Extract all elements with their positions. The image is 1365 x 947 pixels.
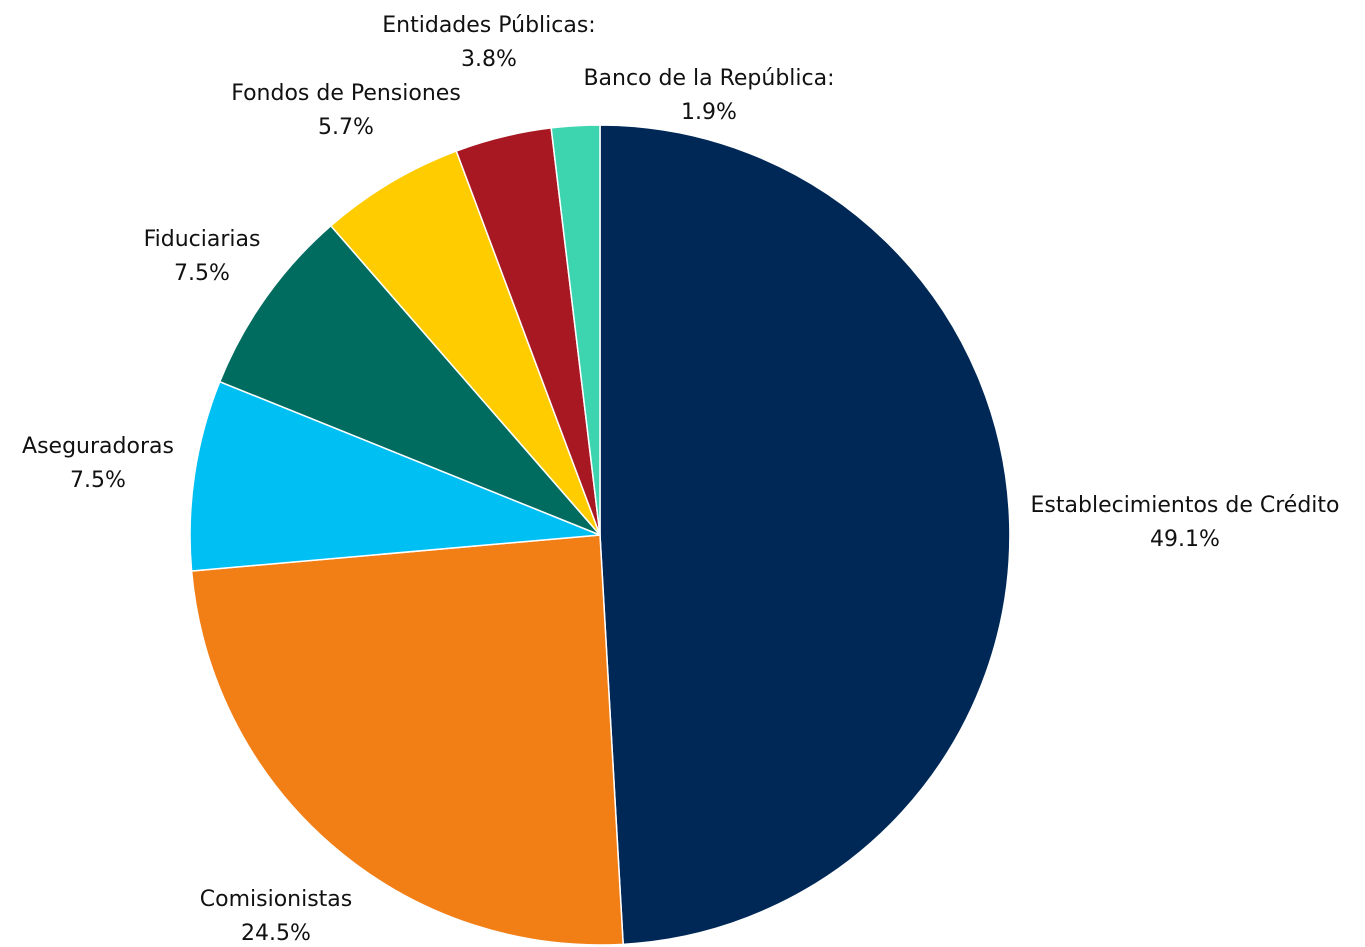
slice-label-establecimientos-de-credito: Establecimientos de Crédito 49.1%	[1031, 493, 1340, 552]
slice-label-value: 7.5%	[174, 261, 230, 286]
slice-label-name: Fondos de Pensiones	[231, 81, 461, 106]
pie-slice-fiduciarias	[218, 224, 601, 536]
slice-label-value: 7.5%	[70, 468, 126, 493]
pie-slices	[189, 124, 1011, 946]
slice-label-value: 3.8%	[461, 47, 517, 72]
slice-label-name: Comisionistas	[200, 887, 353, 912]
slice-label-fiduciarias: Fiduciarias 7.5%	[144, 227, 261, 286]
slice-label-name: Aseguradoras	[22, 434, 174, 459]
slice-label-value: 24.5%	[241, 921, 311, 946]
slice-label-name: Banco de la República:	[583, 66, 834, 91]
pie-slice-establecimientos-de-credito	[599, 124, 1011, 946]
slice-label-value: 1.9%	[681, 100, 737, 125]
pie-slice-fondos-de-pensiones	[329, 150, 601, 536]
pie-slice-aseguradoras	[189, 380, 601, 572]
slice-label-comisionistas: Comisionistas 24.5%	[200, 887, 353, 946]
pie-slice-comisionistas	[190, 534, 624, 946]
slice-label-value: 5.7%	[318, 115, 374, 140]
slice-label-entidades-publicas: Entidades Públicas: 3.8%	[382, 13, 595, 72]
slice-label-name: Establecimientos de Crédito	[1031, 493, 1340, 518]
slice-label-name: Fiduciarias	[144, 227, 261, 252]
slice-label-name: Entidades Públicas:	[382, 13, 595, 38]
slice-label-fondos-de-pensiones: Fondos de Pensiones 5.7%	[231, 81, 461, 140]
slice-label-banco-de-la-republica: Banco de la República: 1.9%	[583, 66, 834, 125]
pie-labels: Establecimientos de Crédito 49.1% Comision…	[22, 13, 1339, 946]
pie-slice-banco-de-la-republica	[550, 124, 601, 536]
slice-label-aseguradoras: Aseguradoras 7.5%	[22, 434, 174, 493]
slice-label-value: 49.1%	[1150, 527, 1220, 552]
